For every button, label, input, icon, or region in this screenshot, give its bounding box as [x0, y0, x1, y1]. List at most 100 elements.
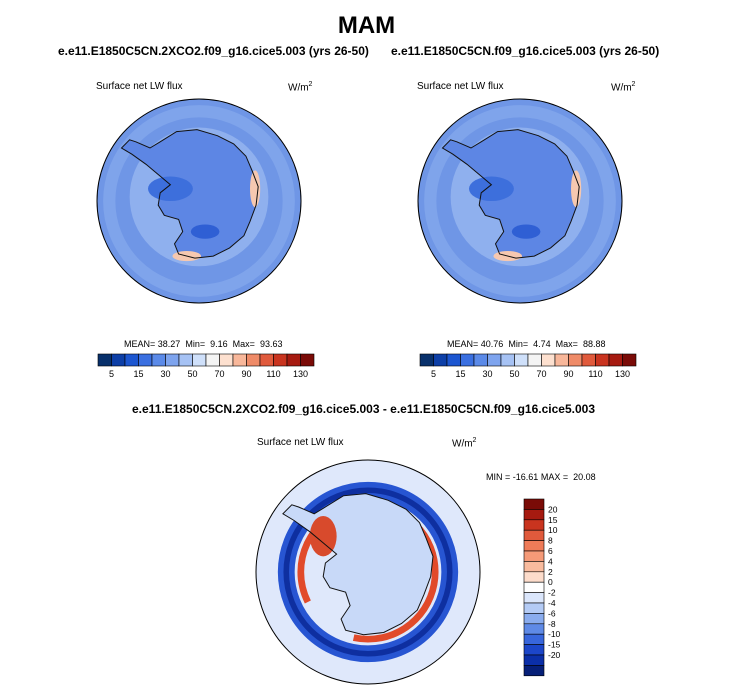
colorbar-swatch: [259, 353, 274, 367]
colorbar-swatch: [523, 644, 545, 656]
colorbar-swatch: [286, 353, 301, 367]
colorbar-tick-label: 130: [615, 369, 630, 379]
colorbar-swatch: [523, 561, 545, 573]
colorbar-swatch: [523, 581, 545, 593]
colorbar-swatch: [473, 353, 488, 367]
colorbar-swatch: [419, 353, 434, 367]
colorbar-swatch: [523, 540, 545, 552]
panel2-title: e.e11.E1850C5CN.f09_g16.cice5.003 (yrs 2…: [391, 44, 660, 58]
colorbar-tick-label: 6: [548, 546, 553, 556]
colorbar-tick-label: 5: [109, 369, 114, 379]
colorbar-tick-label: 2: [548, 567, 553, 577]
map-boundary: [255, 459, 481, 685]
colorbar-tick-label: 90: [563, 369, 573, 379]
colorbar-tick-label: -15: [548, 640, 561, 650]
panel1-polar-map: [96, 98, 302, 304]
colorbar-tick-label: 70: [214, 369, 224, 379]
colorbar-swatch: [523, 633, 545, 645]
colorbar-tick-label: -8: [548, 619, 556, 629]
colorbar-tick-label: -4: [548, 598, 556, 608]
panel1-colorbar: 5 15 30 50 70 90 110 130: [97, 353, 315, 379]
coastline: [282, 493, 434, 636]
colorbar-swatch: [138, 353, 153, 367]
colorbar-swatch: [523, 550, 545, 562]
colorbar-swatch: [205, 353, 220, 367]
colorbar-tick-label: -10: [548, 629, 561, 639]
colorbar-tick-label: 15: [133, 369, 143, 379]
panel1-units: W/m2: [288, 81, 313, 94]
colorbar-swatch: [523, 519, 545, 531]
colorbar-swatch: [523, 623, 545, 635]
panel1-title: e.e11.E1850C5CN.2XCO2.f09_g16.cice5.003 …: [58, 44, 369, 58]
high-flux-patch: [250, 170, 261, 208]
colorbar-tick-label: -2: [548, 588, 556, 598]
colorbar-swatch: [433, 353, 448, 367]
low-flux-patch: [190, 224, 220, 239]
colorbar-tick-label: 15: [548, 515, 558, 525]
map-field: [418, 99, 622, 303]
colorbar-swatch: [460, 353, 475, 367]
coastline: [120, 129, 259, 259]
colorbar-swatch: [581, 353, 596, 367]
panel3-variable-label: Surface net LW flux: [257, 437, 344, 448]
colorbar-tick-label: 110: [266, 369, 280, 379]
panel1-variable-label: Surface net LW flux: [96, 81, 183, 92]
colorbar-swatch: [192, 353, 207, 367]
colorbar-swatch: [523, 592, 545, 604]
colorbar-tick-label: 5: [431, 369, 436, 379]
colorbar-tick-label: 0: [548, 577, 553, 587]
colorbar-tick-label: 110: [588, 369, 602, 379]
colorbar-swatch: [523, 665, 545, 677]
colorbar-tick-label: -6: [548, 608, 556, 618]
colorbar-tick-label: 8: [548, 536, 553, 546]
colorbar-swatch: [523, 498, 545, 510]
colorbar-swatch: [446, 353, 461, 367]
colorbar-tick-label: 30: [160, 369, 170, 379]
colorbar-tick-label: 20: [548, 504, 558, 514]
colorbar-swatch: [165, 353, 180, 367]
colorbar-tick-label: 50: [187, 369, 197, 379]
map-field: [97, 99, 301, 303]
colorbar-swatch: [527, 353, 542, 367]
colorbar-swatch: [178, 353, 193, 367]
colorbar-swatch: [487, 353, 502, 367]
colorbar-swatch: [97, 353, 112, 367]
colorbar-swatch: [568, 353, 583, 367]
panel3-stats: MIN = -16.61 MAX = 20.08: [486, 472, 596, 482]
panel2-variable-label: Surface net LW flux: [417, 81, 504, 92]
low-flux-patch: [148, 176, 193, 201]
colorbar-swatch: [232, 353, 247, 367]
map-field: [256, 460, 480, 684]
panel2-colorbar: 5 15 30 50 70 90 110 130: [419, 353, 637, 379]
colorbar-swatch: [111, 353, 126, 367]
map-boundary: [417, 98, 623, 304]
low-flux-patch: [511, 224, 541, 239]
low-flux-patch: [469, 176, 514, 201]
colorbar-swatch: [514, 353, 529, 367]
panel3-title: e.e11.E1850C5CN.2XCO2.f09_g16.cice5.003 …: [132, 402, 595, 416]
colorbar-tick-label: 50: [509, 369, 519, 379]
colorbar-swatch: [273, 353, 288, 367]
colorbar-swatch: [151, 353, 166, 367]
colorbar-tick-label: -20: [548, 650, 561, 660]
colorbar-swatch: [300, 353, 315, 367]
panel2-polar-map: [417, 98, 623, 304]
positive-patch: [309, 516, 337, 557]
colorbar-tick-label: 70: [536, 369, 546, 379]
map-boundary: [96, 98, 302, 304]
high-flux-patch: [571, 170, 582, 208]
colorbar-swatch: [595, 353, 610, 367]
coastline: [441, 129, 580, 259]
colorbar-tick-label: 15: [455, 369, 465, 379]
panel3-units: W/m2: [452, 437, 477, 450]
colorbar-swatch: [554, 353, 569, 367]
colorbar-tick-label: 4: [548, 556, 553, 566]
panel3-polar-map: [255, 459, 481, 685]
colorbar-swatch: [541, 353, 556, 367]
panel1-stats: MEAN= 38.27 Min= 9.16 Max= 93.63: [124, 339, 283, 349]
colorbar-swatch: [246, 353, 261, 367]
page-title: MAM: [337, 12, 396, 39]
ocean-band: [103, 105, 295, 297]
colorbar-tick-label: 90: [241, 369, 251, 379]
